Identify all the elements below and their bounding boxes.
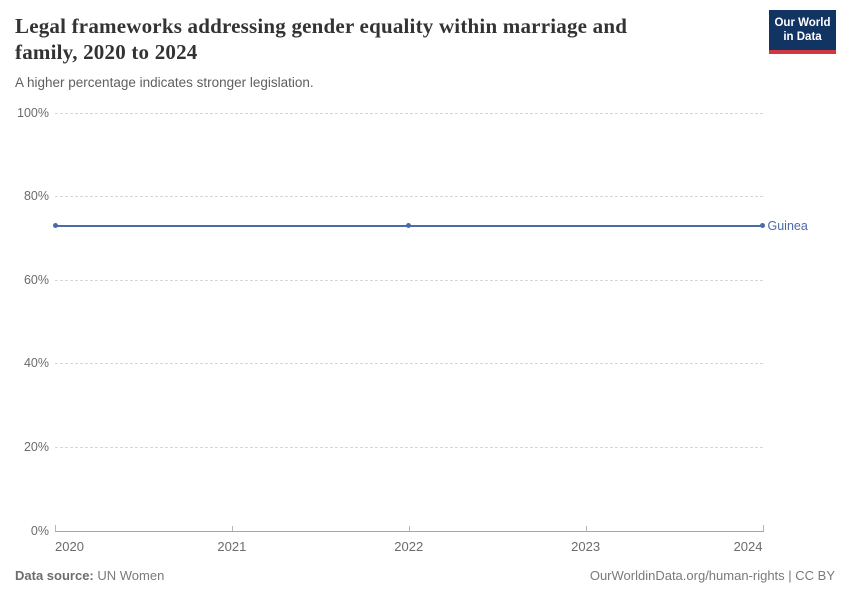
y-tick-label-80: 80% (23, 189, 49, 204)
x-axis-tick-2020 (55, 525, 56, 531)
y-tick-label-20: 20% (23, 439, 49, 454)
x-tick-label-2022: 2022 (394, 539, 424, 554)
chart-title-line2: family, 2020 to 2024 (15, 40, 198, 64)
x-tick-label-2023: 2023 (571, 539, 601, 554)
x-tick-label-2020: 2020 (55, 539, 84, 554)
chart-footer: Data source: UN Women OurWorldinData.org… (15, 568, 835, 583)
data-point-guinea-2024[interactable] (760, 223, 765, 229)
x-axis-tick-2021 (231, 526, 233, 531)
y-tick-label-40: 40% (23, 356, 49, 371)
y-gridline-20 (55, 446, 763, 448)
y-tick-label-100: 100% (17, 105, 49, 120)
owid-logo-text-line1: Our World (774, 17, 831, 29)
y-gridline-60 (55, 279, 763, 281)
x-tick-label-2021: 2021 (217, 539, 247, 554)
chart-subtitle: A higher percentage indicates stronger l… (15, 75, 314, 90)
data-source-label: Data source: (15, 568, 94, 583)
data-source-note: Data source: UN Women (15, 568, 164, 583)
data-source-value: UN Women (97, 568, 165, 583)
y-gridline-40 (55, 363, 763, 365)
x-tick-label-2024: 2024 (733, 539, 763, 554)
data-point-guinea-2020[interactable] (52, 223, 58, 229)
owid-logo-text-line2: in Data (783, 30, 822, 43)
license-link[interactable]: OurWorldinData.org/human-rights | CC BY (589, 568, 835, 583)
series-label-guinea[interactable]: Guinea (767, 218, 808, 233)
y-gridline-100 (55, 112, 763, 114)
data-point-guinea-2022[interactable] (406, 223, 412, 229)
y-tick-label-60: 60% (23, 272, 49, 287)
y-tick-label-0: 0% (30, 523, 49, 538)
x-axis-tick-2024 (762, 525, 764, 531)
x-axis-tick-2022 (408, 526, 410, 531)
chart-title: Legal frameworks addressing gender equal… (15, 13, 627, 65)
x-axis-line (55, 531, 764, 532)
y-gridline-80 (55, 196, 763, 198)
chart-title-line1: Legal frameworks addressing gender equal… (15, 14, 628, 38)
x-axis-tick-2023 (585, 526, 587, 531)
owid-logo[interactable]: Our World in Data (769, 10, 836, 54)
